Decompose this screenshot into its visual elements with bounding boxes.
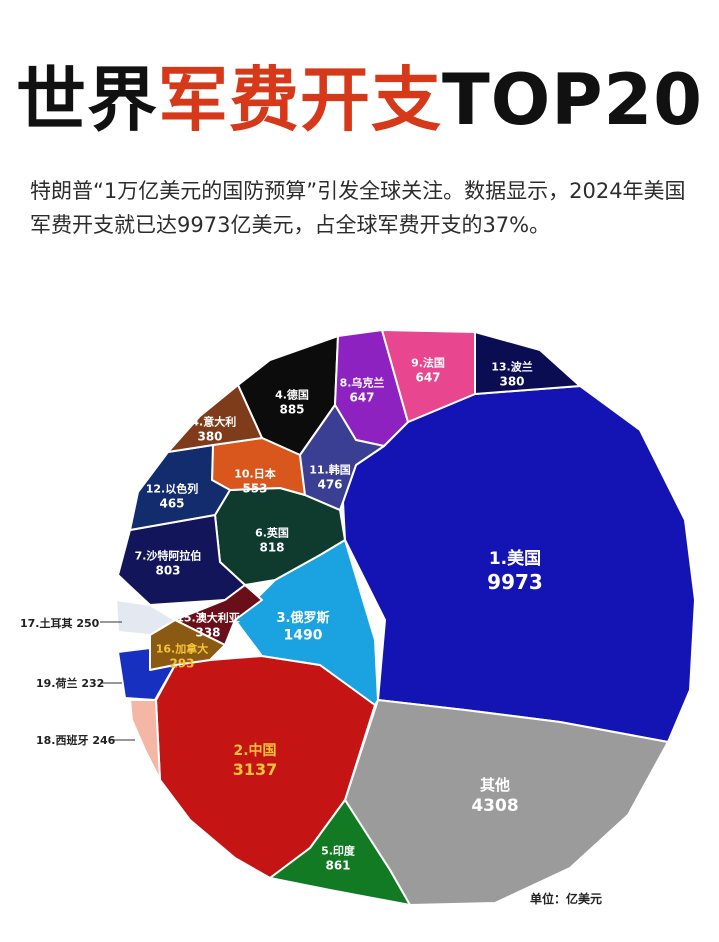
label-18: 18.西班牙 246: [36, 733, 116, 747]
cell-19: [117, 647, 176, 701]
label-name-11: 11.韩国: [309, 462, 351, 476]
cell-13: [474, 331, 581, 395]
label-value-4: 885: [279, 402, 304, 416]
label-name-4: 4.德国: [275, 387, 309, 401]
label-value-6: 818: [259, 540, 284, 554]
label-17: 17.土耳其 250: [20, 616, 100, 630]
cell-11: [299, 404, 385, 511]
label-name-12: 12.以色列: [146, 481, 199, 495]
label-name-13: 13.波兰: [491, 359, 533, 373]
label-value-16: 293: [169, 656, 194, 670]
label-value-5: 861: [325, 858, 350, 872]
cell-17: [115, 599, 176, 636]
label-name-other: 其他: [480, 776, 510, 794]
label-value-15: 338: [195, 625, 220, 639]
label-value-8: 647: [349, 390, 374, 404]
label-value-7: 803: [155, 563, 180, 577]
label-value-2: 3137: [233, 760, 278, 779]
label-name-3: 3.俄罗斯: [277, 610, 330, 626]
label-19: 19.荷兰 232: [36, 676, 104, 690]
label-name-1: 1.美国: [489, 548, 541, 569]
label-name-6: 6.英国: [255, 525, 289, 539]
label-value-3: 1490: [284, 627, 323, 643]
title-part-1: 世界: [16, 59, 158, 141]
label-name-16: 16.加拿大: [156, 641, 209, 655]
label-value-13: 380: [499, 374, 524, 388]
label-name-5: 5.印度: [321, 843, 356, 857]
label-name-7: 7.沙特阿拉伯: [135, 548, 202, 562]
label-value-1: 9973: [487, 570, 543, 594]
label-name-10: 10.日本: [234, 466, 276, 480]
chart-subtitle: 特朗普“1万亿美元的国防预算”引发全球关注。数据显示，2024年美国军费开支就已…: [30, 179, 686, 237]
label-name-15: 15.澳大利亚: [176, 610, 240, 624]
label-name-9: 9.法国: [411, 355, 445, 369]
chart-title: 世界军费开支TOP20: [0, 58, 719, 142]
label-name-14: 14.意大利: [184, 414, 237, 428]
label-name-2: 2.中国: [233, 742, 276, 759]
label-name-8: 8.乌克兰: [340, 375, 385, 389]
label-value-12: 465: [159, 496, 184, 510]
label-value-11: 476: [317, 477, 342, 491]
cell-5: [269, 799, 411, 906]
label-value-14: 380: [197, 429, 222, 443]
label-value-9: 647: [415, 370, 440, 384]
label-value-other: 4308: [471, 796, 518, 816]
cell-14: [167, 384, 263, 453]
title-part-2: 军费开支: [158, 59, 442, 141]
label-value-10: 553: [242, 481, 267, 495]
unit-label: 单位：亿美元: [530, 891, 602, 906]
title-part-3: TOP20: [442, 59, 703, 141]
